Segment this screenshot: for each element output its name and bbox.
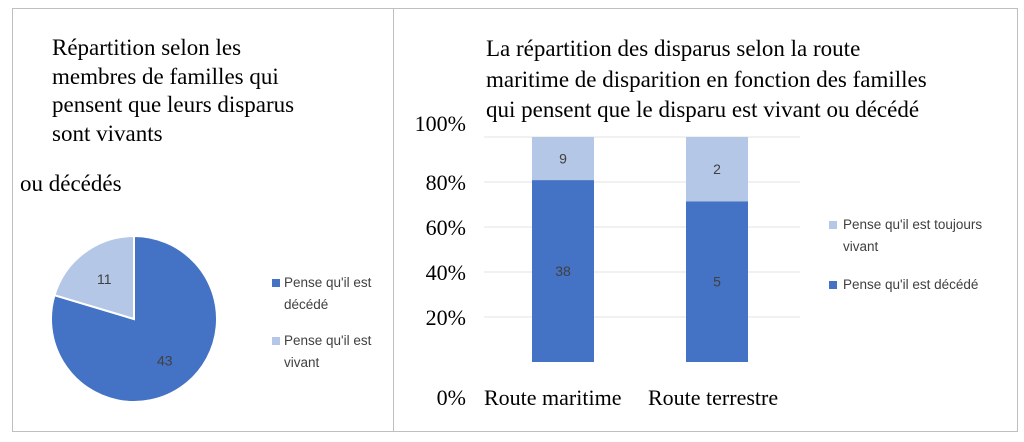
x-category-label-1: Route terrestre	[648, 385, 778, 410]
bar-value-label-1-0: 5	[713, 274, 721, 290]
bar-0-series-1	[532, 137, 594, 181]
y-tick-label-40: 40%	[426, 260, 466, 285]
pie-title-line-4: sont vivants	[52, 120, 163, 146]
bar-title-line-2: maritime de disparition en fonction des …	[486, 66, 927, 92]
pie-slice-label-0: 43	[157, 352, 173, 368]
pie-legend-alive-label: Pense qu'il est vivant	[284, 333, 372, 370]
bar-legend-deceased-label: Pense qu'il est décédé	[843, 277, 979, 292]
bar-legend-alive: Pense qu'il est toujours vivant	[843, 214, 1015, 258]
pie-slice-1	[53, 234, 135, 321]
x-category-label-0: Route maritime	[484, 385, 621, 410]
pie-legend-swatch-deceased	[272, 279, 280, 287]
pie-title-line-3: pensent que leurs disparus	[52, 92, 295, 117]
pie-title-line-2: membres de familles qui	[52, 63, 279, 89]
pie-slice-0	[50, 234, 218, 403]
bar-title-line-1: La répartition des disparus selon la rou…	[486, 36, 861, 61]
y-tick-label-0: 0%	[437, 385, 466, 410]
bar-1-series-1	[686, 137, 748, 202]
bar-legend-deceased: Pense qu'il est décédé	[843, 274, 1015, 296]
bar-legend-alive-label: Pense qu'il est toujours vivant	[843, 217, 983, 254]
y-tick-label-20: 20%	[426, 305, 466, 330]
bar-legend-swatch-alive	[829, 221, 837, 229]
figure-frame	[12, 8, 1018, 432]
pie-title-tail: ou décédés	[20, 171, 122, 196]
pie-legend-swatch-alive	[272, 337, 280, 345]
pie-chart-title: Répartition selon les membres de famille…	[52, 34, 354, 148]
y-tick-label-100: 100%	[415, 111, 466, 136]
y-tick-label-80: 80%	[426, 170, 466, 195]
y-tick-label-60: 60%	[426, 215, 466, 240]
pie-legend-deceased-label: Pense qu'il est décédé	[284, 275, 372, 312]
panel-divider	[393, 8, 394, 432]
bar-title-line-3: qui pensent que le disparu est vivant ou…	[486, 97, 920, 122]
bar-0-series-0	[532, 180, 594, 362]
pie-legend-deceased: Pense qu'il est décédé	[284, 272, 394, 316]
bar-value-label-1-1: 2	[713, 161, 721, 177]
pie-legend-alive: Pense qu'il est vivant	[284, 330, 394, 374]
bar-value-label-0-1: 9	[559, 151, 567, 167]
bar-legend-swatch-deceased	[829, 281, 837, 289]
bar-value-label-0-0: 38	[555, 263, 571, 279]
bar-1-series-0	[686, 201, 748, 362]
pie-title-line-1: Répartition selon les	[52, 35, 242, 60]
bar-chart-title: La répartition des disparus selon la rou…	[486, 34, 1004, 126]
pie-slice-label-1: 11	[97, 271, 112, 287]
